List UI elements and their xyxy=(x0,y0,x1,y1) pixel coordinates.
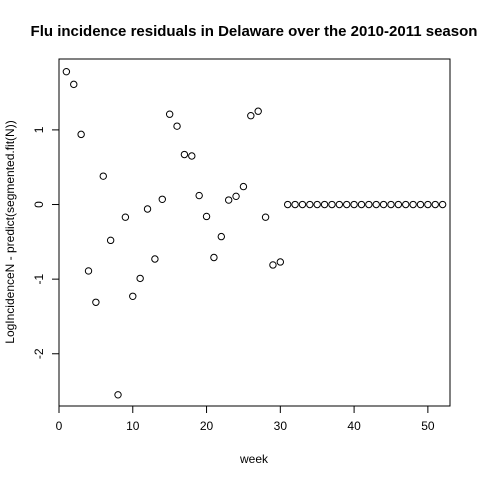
y-tick-label: 0 xyxy=(32,201,46,208)
data-point xyxy=(165,110,174,118)
data-point xyxy=(306,200,314,209)
y-axis: -2 -1 0 1 xyxy=(32,126,60,359)
data-point xyxy=(387,200,395,209)
x-tick-label: 0 xyxy=(56,419,63,433)
data-point xyxy=(62,67,71,76)
data-point xyxy=(291,200,299,209)
data-point xyxy=(188,152,196,160)
data-point xyxy=(416,200,425,209)
data-point xyxy=(379,200,388,209)
data-point xyxy=(394,200,403,209)
data-point xyxy=(343,200,351,209)
data-point xyxy=(195,191,203,200)
y-axis-label: LogIncidenceN - predict(segmented.fit(N)… xyxy=(3,120,17,343)
x-tick-label: 50 xyxy=(421,419,435,433)
data-point xyxy=(372,200,380,209)
x-axis: 0 10 20 30 40 50 xyxy=(56,405,435,433)
data-point xyxy=(232,192,240,201)
data-point xyxy=(70,80,78,89)
x-tick-label: 30 xyxy=(274,419,288,433)
data-point xyxy=(298,200,307,209)
data-point xyxy=(438,200,447,209)
data-point xyxy=(173,122,181,130)
data-point xyxy=(247,112,255,120)
data-point xyxy=(357,200,366,209)
data-point xyxy=(158,195,166,203)
data-point xyxy=(313,200,321,209)
data-point xyxy=(239,182,248,191)
data-point xyxy=(365,200,373,209)
x-tick-label: 20 xyxy=(200,419,214,433)
data-point xyxy=(106,236,115,245)
data-point xyxy=(114,391,122,399)
data-point xyxy=(121,213,130,221)
data-point xyxy=(136,274,144,283)
data-point xyxy=(224,196,233,204)
data-point xyxy=(77,130,85,139)
data-point xyxy=(180,150,189,159)
data-point xyxy=(210,253,218,262)
data-point xyxy=(151,255,159,263)
y-tick-label: -1 xyxy=(32,273,46,284)
x-axis-label: week xyxy=(239,452,269,466)
data-point xyxy=(261,213,270,221)
data-point xyxy=(431,200,439,209)
data-point xyxy=(99,172,107,180)
data-point xyxy=(92,298,100,306)
y-tick-label: -2 xyxy=(32,348,46,359)
data-point xyxy=(409,200,417,209)
data-point xyxy=(283,200,292,209)
chart-title: Flu incidence residuals in Delaware over… xyxy=(31,23,478,40)
data-point xyxy=(424,200,432,209)
data-point xyxy=(143,205,152,213)
data-point xyxy=(202,212,211,221)
data-point xyxy=(269,261,277,269)
data-point xyxy=(402,200,410,209)
data-point xyxy=(350,200,358,209)
data-points xyxy=(62,67,447,399)
data-point xyxy=(217,232,226,241)
data-point xyxy=(276,258,285,266)
data-point xyxy=(328,200,336,209)
data-point xyxy=(335,200,344,209)
data-point xyxy=(320,200,329,209)
x-tick-label: 40 xyxy=(347,419,361,433)
x-tick-label: 10 xyxy=(126,419,140,433)
data-point xyxy=(254,107,262,115)
data-point xyxy=(129,292,137,301)
y-tick-label: 1 xyxy=(32,126,46,133)
data-point xyxy=(84,267,93,275)
